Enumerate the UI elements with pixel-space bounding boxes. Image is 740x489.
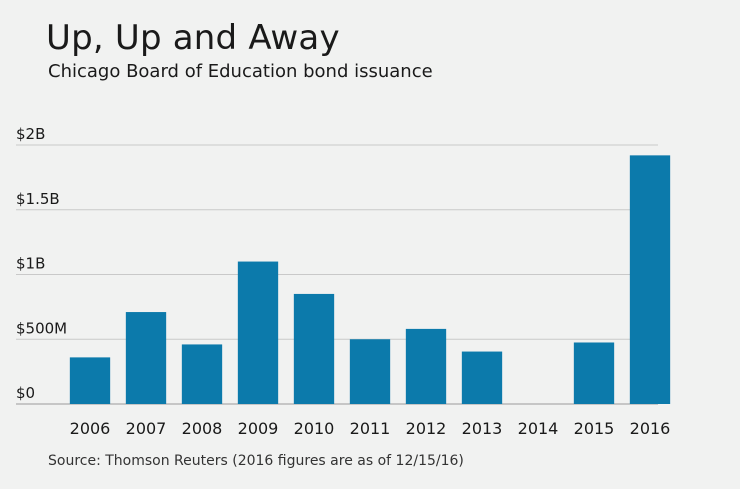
x-axis-tick-labels: 2006 2007 2008 2009 2010 2011 2012 2013 2014 2015…	[70, 419, 671, 438]
bar-2016	[629, 155, 671, 404]
x-tick-label-2006: 2006	[70, 419, 111, 438]
x-tick-label-2016: 2016	[630, 419, 671, 438]
x-tick-label-2013: 2013	[462, 419, 503, 438]
x-tick-label-2008: 2008	[182, 419, 223, 438]
y-tick-label-2: $1B	[16, 255, 45, 273]
gridlines	[16, 144, 658, 405]
y-tick-label-4: $2B	[16, 125, 45, 143]
bars	[69, 155, 671, 404]
bar-2013	[461, 351, 503, 404]
x-tick-label-2007: 2007	[126, 419, 167, 438]
bar-2006	[69, 357, 111, 404]
bar-2011	[349, 339, 391, 404]
y-tick-label-1: $500M	[16, 319, 67, 337]
x-tick-label-2012: 2012	[406, 419, 447, 438]
bar-2007	[125, 312, 167, 404]
bar-2008	[181, 344, 223, 404]
chart-source-note: Source: Thomson Reuters (2016 figures ar…	[48, 453, 464, 469]
y-tick-label-3: $1.5B	[16, 190, 60, 208]
bar-2015	[573, 342, 615, 404]
y-axis-tick-labels: $0 $500M $1B $1.5B $2B	[16, 125, 67, 402]
x-tick-label-2009: 2009	[238, 419, 279, 438]
bar-2010	[293, 293, 335, 404]
chart-subtitle: Chicago Board of Education bond issuance	[48, 61, 433, 82]
x-tick-label-2014: 2014	[518, 419, 559, 438]
bar-2012	[405, 328, 447, 404]
x-tick-label-2010: 2010	[294, 419, 335, 438]
x-tick-label-2015: 2015	[574, 419, 615, 438]
x-tick-label-2011: 2011	[350, 419, 391, 438]
y-tick-label-0: $0	[16, 384, 35, 402]
bar-2009	[237, 261, 279, 404]
chart-title: Up, Up and Away	[46, 18, 340, 58]
